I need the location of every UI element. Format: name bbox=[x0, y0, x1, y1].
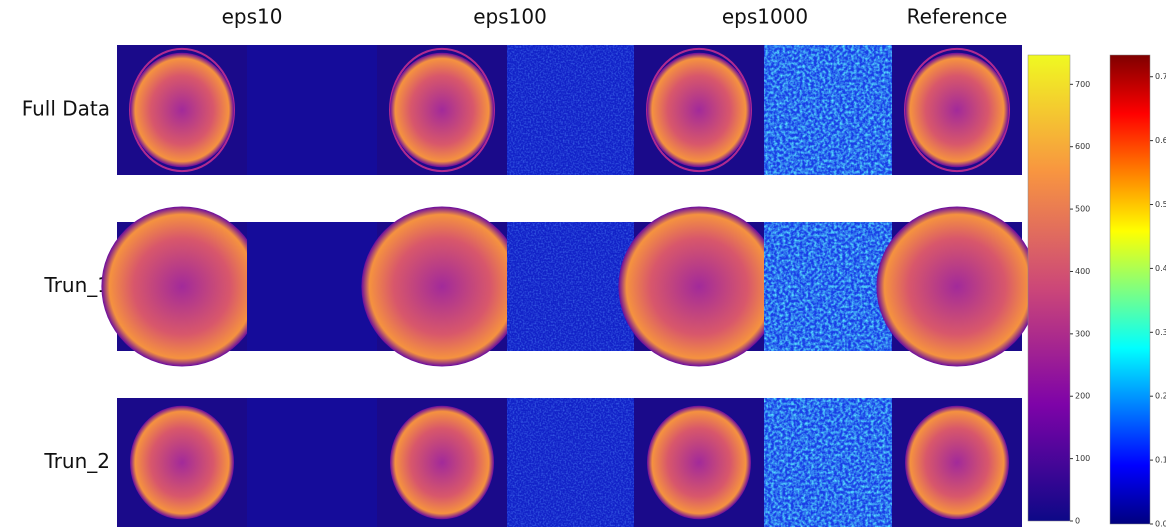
column-header: eps100 bbox=[473, 5, 547, 29]
image-tile bbox=[876, 207, 1037, 367]
brain bbox=[390, 53, 494, 167]
image-tile bbox=[361, 207, 522, 367]
colorbar-tick-label: 100 bbox=[1075, 454, 1090, 463]
image-tile bbox=[892, 45, 1022, 175]
image-tile bbox=[507, 398, 634, 527]
brain bbox=[647, 406, 751, 520]
colorbar-tick-label: 0.1 bbox=[1155, 456, 1166, 465]
colorbar-tick-label: 0.6 bbox=[1155, 136, 1166, 145]
image-tile bbox=[377, 45, 507, 175]
colorbar-tick-label: 0.5 bbox=[1155, 200, 1166, 209]
colorbar-tick-label: 400 bbox=[1075, 267, 1090, 276]
image-tile bbox=[764, 45, 892, 175]
brain bbox=[390, 406, 494, 520]
brain bbox=[130, 53, 234, 167]
colorbar-tick-label: 600 bbox=[1075, 142, 1090, 151]
colorbar-tick-label: 500 bbox=[1075, 205, 1090, 214]
image-tile bbox=[247, 222, 377, 351]
brain bbox=[130, 406, 234, 520]
figure: eps10 eps100 eps1000 Reference Full Data Trun… bbox=[0, 0, 1166, 531]
colorbar-tick-label: 0.3 bbox=[1155, 328, 1166, 337]
brain bbox=[905, 53, 1009, 167]
brain bbox=[101, 207, 262, 367]
error-map bbox=[247, 222, 377, 351]
row-label: Full Data bbox=[22, 97, 110, 121]
image-tile bbox=[618, 207, 779, 367]
image-tile bbox=[764, 222, 892, 351]
error-noise bbox=[764, 222, 892, 351]
error-map bbox=[247, 45, 377, 175]
colorbar-tick-label: 300 bbox=[1075, 329, 1090, 338]
row-label: Trun_2 bbox=[43, 449, 110, 473]
brain bbox=[618, 207, 779, 367]
image-tile bbox=[507, 222, 634, 351]
colorbar-tick-label: 0 bbox=[1075, 517, 1080, 526]
column-header: eps1000 bbox=[722, 5, 808, 29]
brain bbox=[905, 406, 1009, 520]
image-tile bbox=[507, 45, 634, 175]
colorbar-tick-label: 200 bbox=[1075, 392, 1090, 401]
error-noise bbox=[507, 222, 634, 351]
colorbar bbox=[1110, 55, 1150, 524]
error-noise bbox=[764, 398, 892, 527]
image-tile bbox=[634, 398, 764, 527]
image-tile bbox=[247, 398, 377, 527]
image-tile bbox=[892, 398, 1022, 527]
column-header: Reference bbox=[907, 5, 1008, 29]
image-tile bbox=[117, 398, 247, 527]
colorbar-tick-label: 0.4 bbox=[1155, 264, 1166, 273]
error-noise bbox=[507, 45, 634, 175]
error-noise bbox=[507, 398, 634, 527]
brain bbox=[876, 207, 1037, 367]
colorbar-tick-label: 0.0 bbox=[1155, 520, 1166, 529]
image-tile bbox=[377, 398, 507, 527]
image-tile bbox=[117, 45, 247, 175]
colorbar-tick-label: 0.2 bbox=[1155, 392, 1166, 401]
colorbar-tick-label: 700 bbox=[1075, 80, 1090, 89]
error-map bbox=[247, 398, 377, 527]
image-tile bbox=[101, 207, 262, 367]
brain bbox=[647, 53, 751, 167]
brain bbox=[361, 207, 522, 367]
row-label: Trun_1 bbox=[43, 273, 110, 297]
colorbar-tick-label: 0.7 bbox=[1155, 72, 1166, 81]
column-header: eps10 bbox=[222, 5, 283, 29]
image-tile bbox=[634, 45, 764, 175]
colorbar bbox=[1028, 55, 1070, 521]
image-tile bbox=[764, 398, 892, 527]
image-tile bbox=[247, 45, 377, 175]
error-noise bbox=[764, 45, 892, 175]
